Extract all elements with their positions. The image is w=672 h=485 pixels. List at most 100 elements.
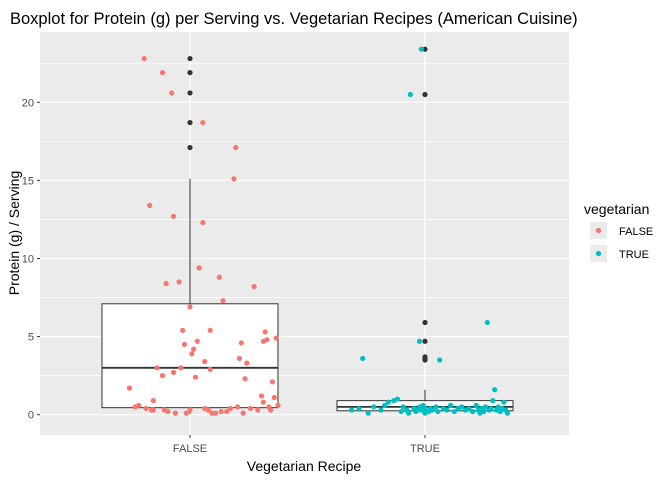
data-point-false xyxy=(233,144,239,151)
data-point-false xyxy=(196,265,202,271)
data-point-false xyxy=(240,410,246,416)
data-point-true xyxy=(385,399,391,405)
data-point-false xyxy=(181,341,188,348)
data-point-false xyxy=(218,408,224,415)
data-point-false xyxy=(191,346,197,352)
data-point-false xyxy=(262,329,268,335)
data-point-false xyxy=(264,337,270,343)
outlier-point xyxy=(422,338,428,344)
data-point-false xyxy=(126,385,133,391)
data-point-false xyxy=(170,213,177,219)
x-axis-title: Vegetarian Recipe xyxy=(247,458,362,474)
box-false xyxy=(101,55,279,414)
outlier-point xyxy=(187,119,193,126)
data-point-false xyxy=(187,407,193,413)
data-point-false xyxy=(150,407,156,413)
data-point-false xyxy=(269,379,276,385)
chart-title: Boxplot for Protein (g) per Serving vs. … xyxy=(10,10,578,28)
y-tick-label: 15 xyxy=(22,175,34,187)
data-point-true xyxy=(435,408,441,415)
y-axis-title: Protein (g) / Serving xyxy=(6,171,22,296)
data-point-true xyxy=(382,402,388,408)
data-point-true xyxy=(504,410,511,416)
data-point-false xyxy=(200,219,206,226)
data-point-true xyxy=(501,399,507,405)
data-point-false xyxy=(231,176,237,182)
data-point-false xyxy=(189,351,195,357)
outlier-point xyxy=(422,91,428,98)
data-point-false xyxy=(159,70,166,76)
data-point-false xyxy=(268,407,274,413)
data-point-true xyxy=(433,404,439,410)
data-point-false xyxy=(176,279,182,285)
y-tick-label: 20 xyxy=(22,97,34,109)
data-point-false xyxy=(141,55,147,62)
data-point-true xyxy=(360,355,366,362)
legend-label: TRUE xyxy=(619,249,649,261)
data-point-true xyxy=(394,396,401,402)
legend-swatch xyxy=(595,227,602,234)
x-tick-label: TRUE xyxy=(410,443,440,455)
data-point-false xyxy=(244,360,250,366)
data-point-false xyxy=(143,405,149,412)
data-point-false xyxy=(163,280,169,287)
data-point-true xyxy=(405,410,412,416)
data-point-false xyxy=(150,398,156,404)
data-point-false xyxy=(154,365,160,371)
data-point-false xyxy=(255,407,261,413)
outlier-point xyxy=(187,144,193,151)
data-point-true xyxy=(482,404,489,410)
data-point-true xyxy=(418,46,424,52)
data-point-false xyxy=(242,376,248,382)
outlier-point xyxy=(422,354,428,360)
data-point-true xyxy=(473,402,479,408)
outlier-point xyxy=(422,319,428,326)
outlier-point xyxy=(187,55,193,62)
legend-label: FALSE xyxy=(619,226,653,238)
data-point-true xyxy=(400,404,406,410)
data-point-false xyxy=(194,338,200,344)
box-body xyxy=(101,303,279,409)
data-point-true xyxy=(416,338,423,344)
data-point-true xyxy=(444,407,450,413)
y-tick-label: 5 xyxy=(28,332,34,344)
data-point-false xyxy=(236,355,243,362)
data-point-false xyxy=(205,407,211,413)
data-point-false xyxy=(227,405,233,412)
data-point-false xyxy=(159,373,166,379)
data-point-false xyxy=(224,408,230,415)
legend-title: vegetarian xyxy=(584,201,649,217)
data-point-false xyxy=(136,402,142,408)
y-axis: 0 5 10 15 20 xyxy=(22,97,40,422)
outlier-point xyxy=(187,90,193,96)
data-point-true xyxy=(349,407,355,413)
data-point-false xyxy=(170,369,177,376)
data-point-false xyxy=(178,365,184,371)
data-point-true xyxy=(451,408,457,415)
data-point-true xyxy=(407,91,413,98)
data-point-true xyxy=(378,407,384,413)
data-point-true xyxy=(429,407,435,413)
data-point-false xyxy=(183,410,189,416)
data-point-false xyxy=(235,404,241,410)
data-point-true xyxy=(437,357,443,363)
x-tick-label: FALSE xyxy=(173,443,207,455)
data-point-false xyxy=(247,405,254,412)
data-point-false xyxy=(165,408,171,415)
legend: vegetarian FALSE TRUE xyxy=(584,201,653,262)
data-point-false xyxy=(213,410,219,416)
data-point-true xyxy=(398,408,404,415)
data-point-false xyxy=(251,284,257,290)
data-point-true xyxy=(422,405,428,412)
points-layer xyxy=(126,46,511,416)
data-point-false xyxy=(207,366,213,372)
legend-swatch xyxy=(595,250,602,257)
data-point-false xyxy=(192,374,199,380)
outlier-point xyxy=(422,46,428,52)
data-point-true xyxy=(459,404,465,410)
data-point-false xyxy=(216,274,222,280)
y-tick-label: 0 xyxy=(28,410,34,422)
outlier-point xyxy=(187,70,193,76)
data-point-false xyxy=(200,119,206,126)
